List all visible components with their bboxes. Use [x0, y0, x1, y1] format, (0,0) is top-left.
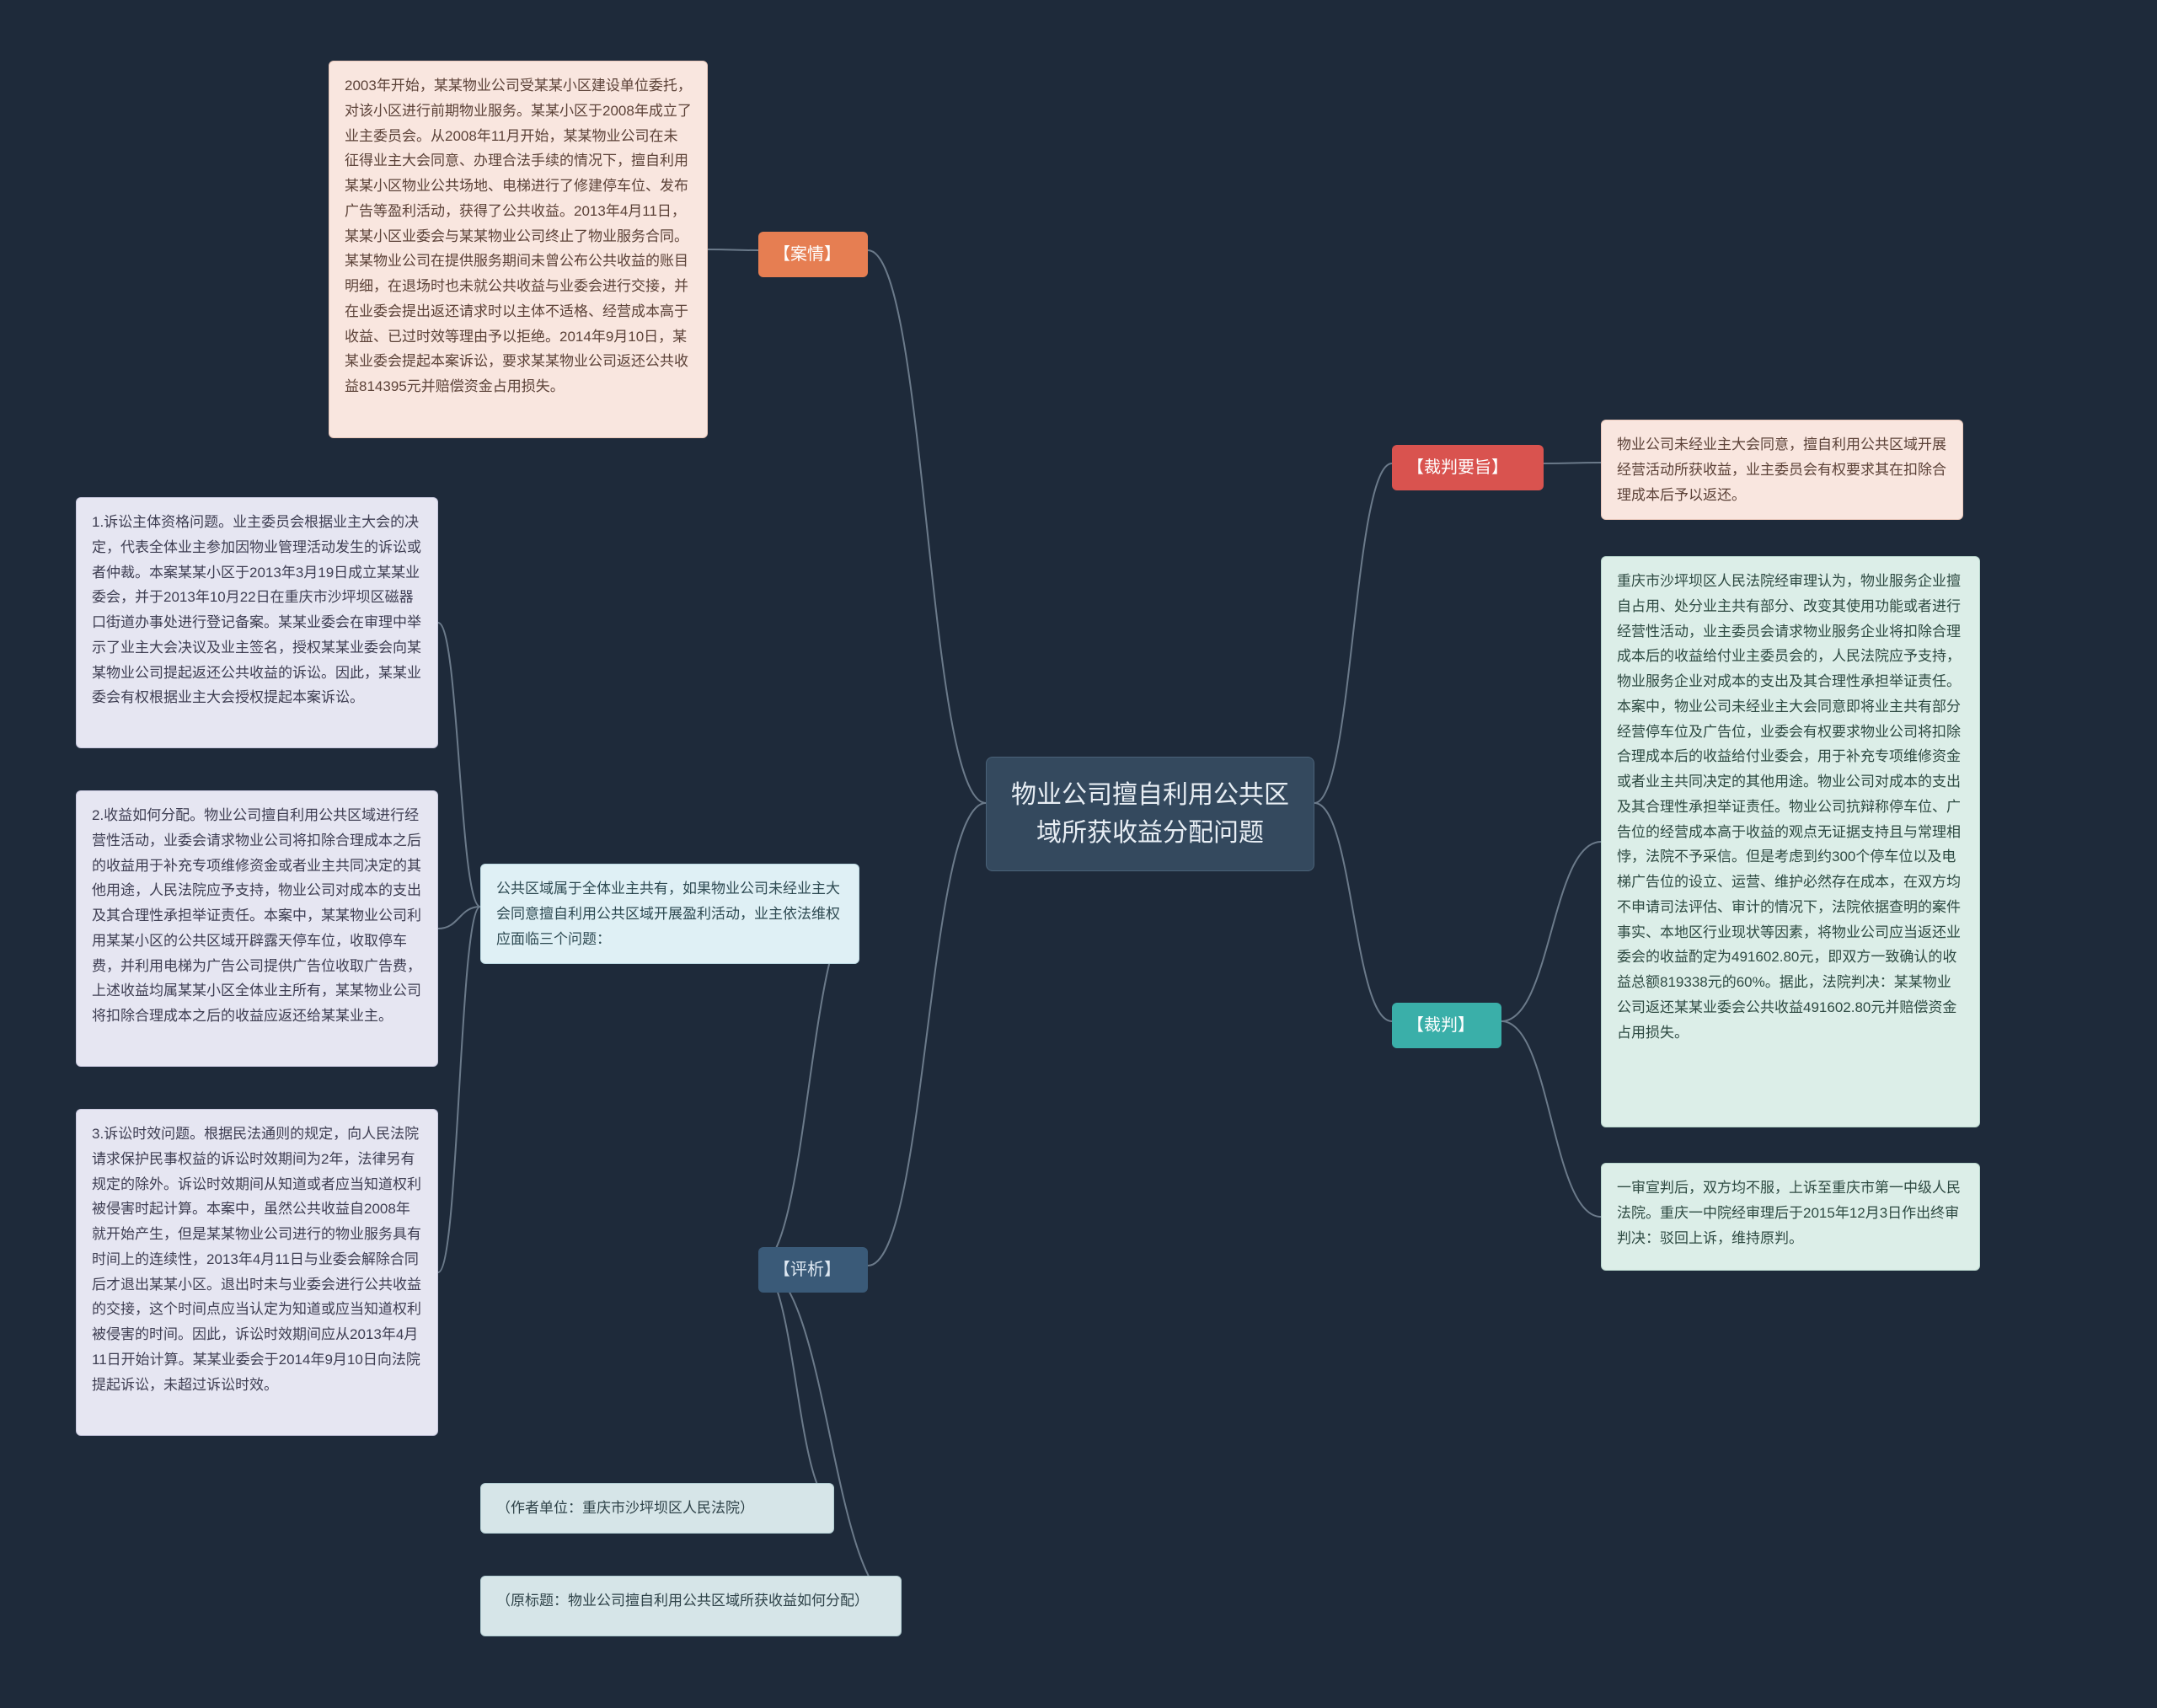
- leaf-pingxi-2: 2.收益如何分配。物业公司擅自利用公共区域进行经营性活动，业委会请求物业公司将扣…: [76, 790, 438, 1067]
- root-node: 物业公司擅自利用公共区域所获收益分配问题: [986, 757, 1314, 871]
- leaf-pingxi-3: 3.诉讼时效问题。根据民法通则的规定，向人民法院请求保护民事权益的诉讼时效期间为…: [76, 1109, 438, 1436]
- leaf-yaozhi-body: 物业公司未经业主大会同意，擅自利用公共区域开展经营活动所获收益，业主委员会有权要…: [1601, 420, 1963, 520]
- leaf-pingxi-author: （作者单位：重庆市沙坪坝区人民法院）: [480, 1483, 834, 1534]
- branch-caipan: 【裁判】: [1392, 1003, 1501, 1048]
- leaf-pingxi-intro: 公共区域属于全体业主共有，如果物业公司未经业主大会同意擅自利用公共区域开展盈利活…: [480, 864, 859, 964]
- leaf-pingxi-origtitle: （原标题：物业公司擅自利用公共区域所获收益如何分配）: [480, 1576, 902, 1636]
- leaf-pingxi-1: 1.诉讼主体资格问题。业主委员会根据业主大会的决定，代表全体业主参加因物业管理活…: [76, 497, 438, 748]
- leaf-caipan-1: 重庆市沙坪坝区人民法院经审理认为，物业服务企业擅自占用、处分业主共有部分、改变其…: [1601, 556, 1980, 1127]
- leaf-anqing-body: 2003年开始，某某物业公司受某某小区建设单位委托，对该小区进行前期物业服务。某…: [329, 61, 708, 438]
- leaf-caipan-2: 一审宣判后，双方均不服，上诉至重庆市第一中级人民法院。重庆一中院经审理后于201…: [1601, 1163, 1980, 1271]
- branch-anqing: 【案情】: [758, 232, 868, 277]
- branch-yaozhi: 【裁判要旨】: [1392, 445, 1544, 490]
- branch-pingxi: 【评析】: [758, 1247, 868, 1293]
